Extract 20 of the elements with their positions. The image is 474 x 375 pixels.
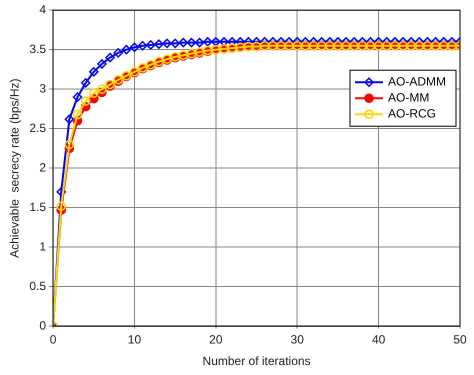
y-tick-label: 0 <box>39 318 46 333</box>
y-axis-title: Achievable secrecy rate (bps/Hz) <box>8 78 22 258</box>
x-axis-title: Number of iterations <box>202 354 311 368</box>
x-tick-label: 20 <box>209 332 223 347</box>
x-tick-label: 30 <box>290 332 304 347</box>
x-tick-label: 50 <box>453 332 467 347</box>
y-tick-label: 0.5 <box>29 279 46 294</box>
legend-label: AO-ADMM <box>388 74 446 89</box>
x-tick-label: 10 <box>128 332 142 347</box>
y-tick-label: 3.5 <box>29 42 46 56</box>
y-tick-label: 2 <box>39 160 46 175</box>
legend-label: AO-MM <box>388 90 430 105</box>
legend-label: AO-RCG <box>388 106 436 121</box>
x-tick-label: 40 <box>372 332 386 347</box>
y-tick-label: 3 <box>39 82 46 96</box>
y-tick-label: 4 <box>39 2 46 17</box>
y-tick-label: 1 <box>39 240 46 254</box>
y-tick-label: 2.5 <box>29 121 46 136</box>
y-tick-label: 1.5 <box>29 200 46 214</box>
x-tick-label: 0 <box>50 332 57 347</box>
